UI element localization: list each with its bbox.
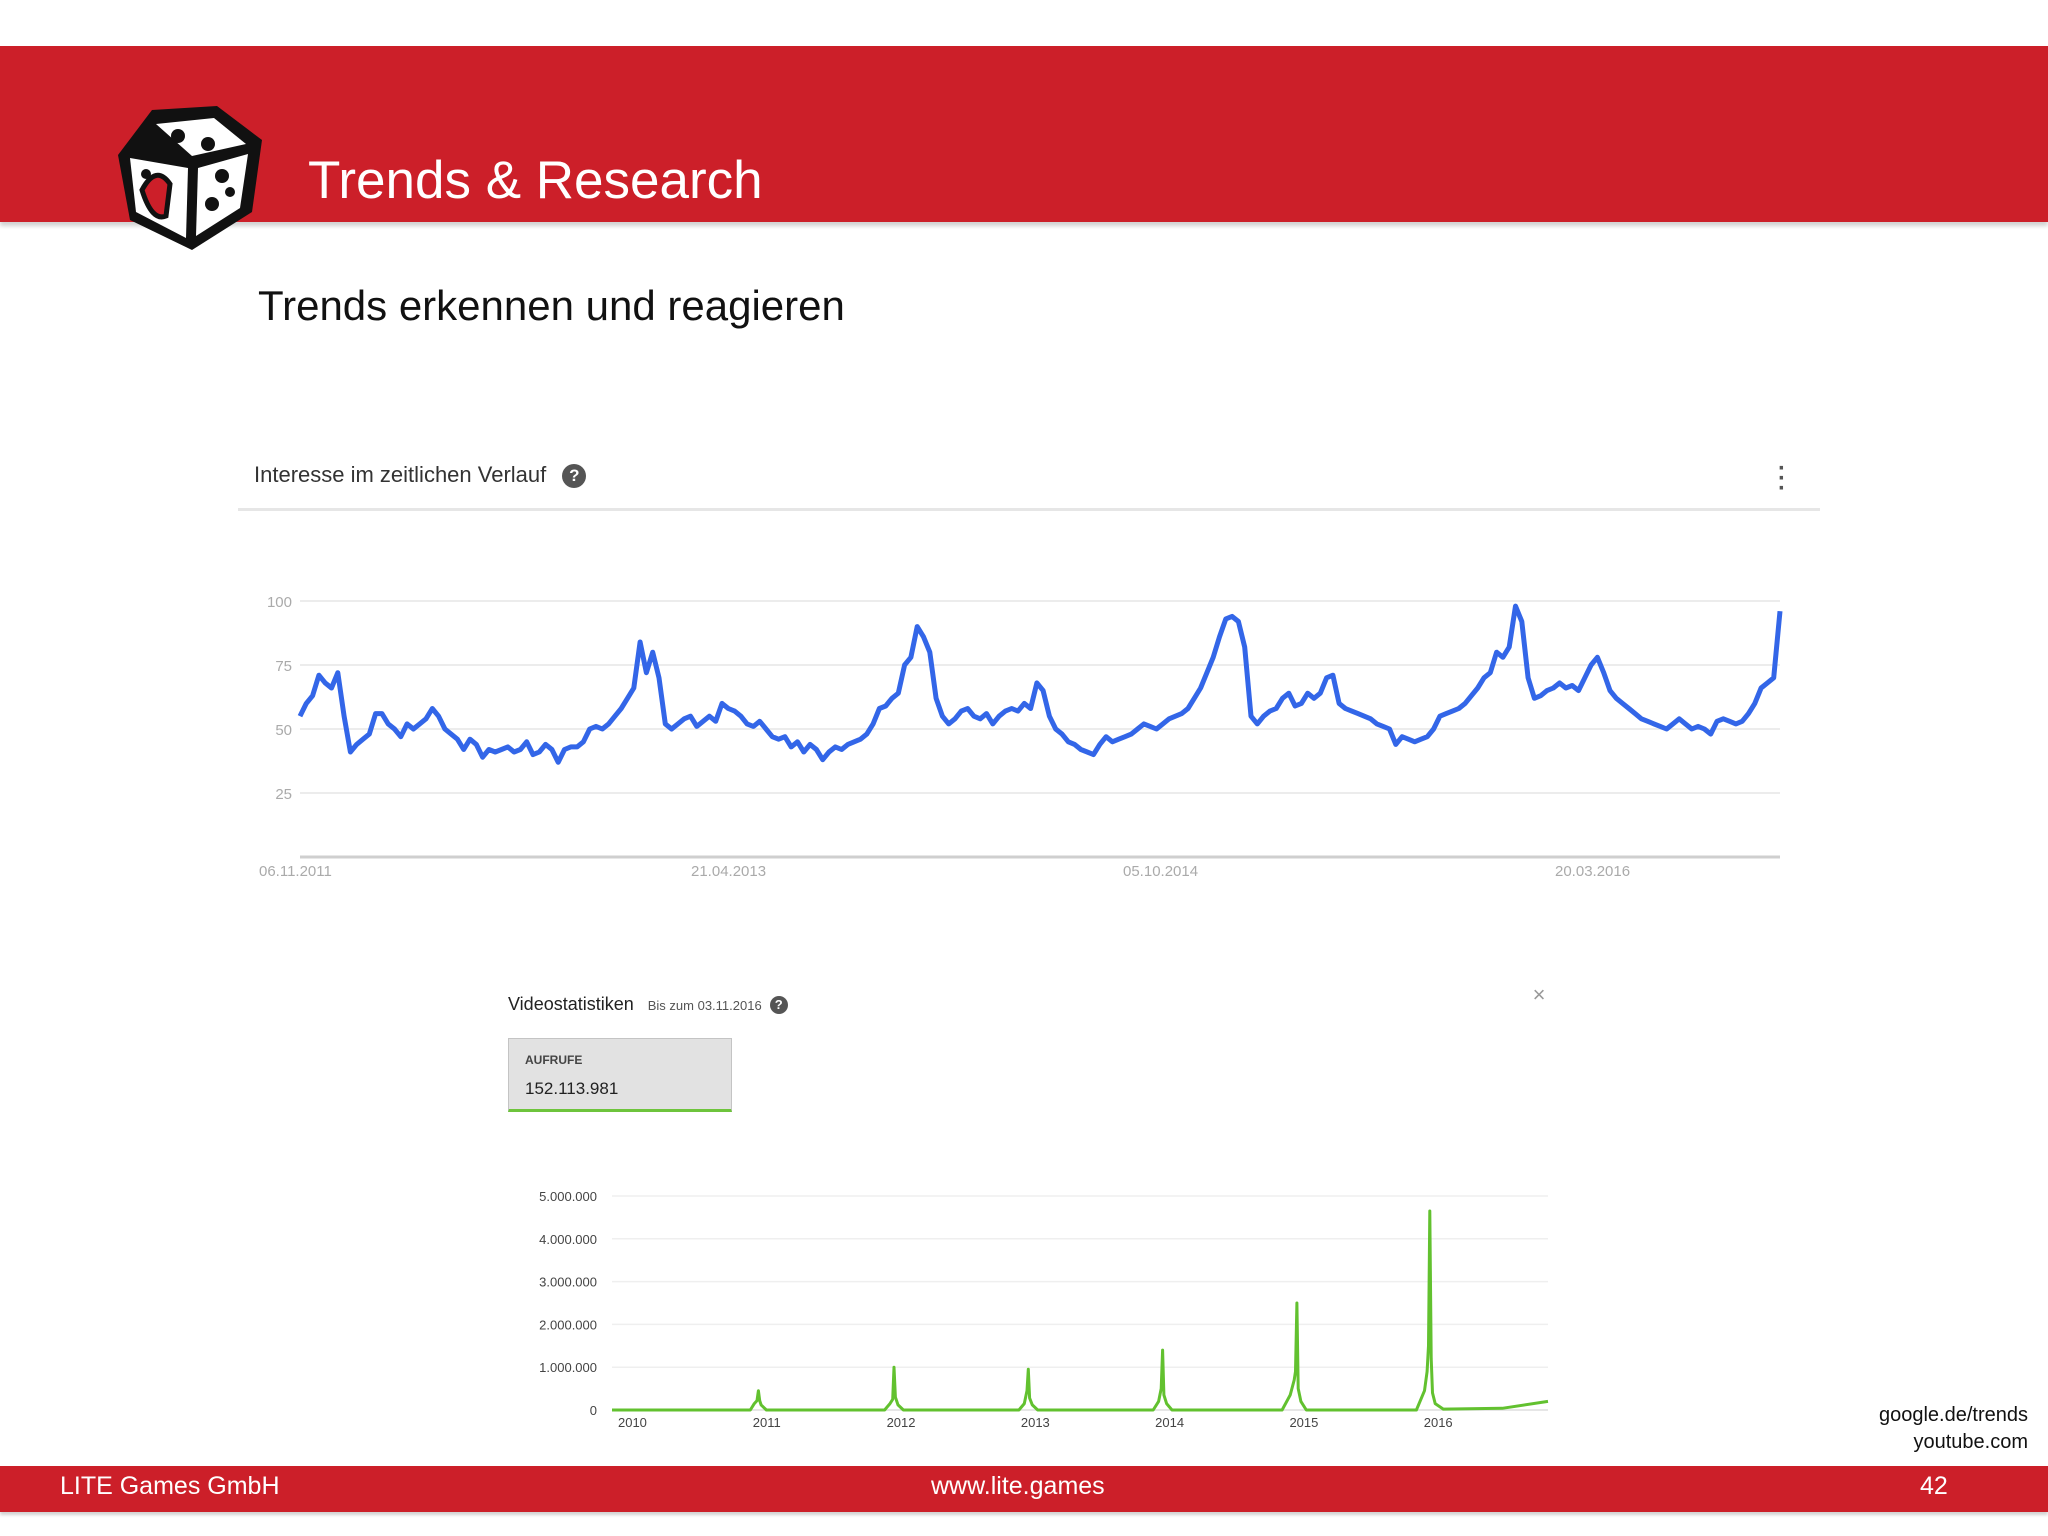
help-icon[interactable]: ? [769, 996, 788, 1015]
source-credits: google.de/trends youtube.com [1879, 1402, 2028, 1456]
video-card-subtitle: Bis zum 03.11.2016 [647, 998, 762, 1013]
footer-website: www.lite.games [931, 1472, 1105, 1500]
y-tick-label: 2.000.000 [539, 1317, 597, 1332]
views-box[interactable]: AUFRUFE 152.113.981 [508, 1038, 732, 1112]
y-tick-label: 50 [275, 722, 292, 739]
y-tick-label: 75 [275, 658, 292, 675]
source-trends: google.de/trends [1878, 1404, 2028, 1426]
page-number: 42 [1920, 1472, 1948, 1500]
x-tick-label: 06.11.2011 [259, 863, 332, 880]
y-tick-label: 1.000.000 [539, 1360, 597, 1375]
slide-subtitle: Trends erkennen und reagieren [258, 282, 845, 329]
video-card-header: Videostatistiken Bis zum 03.11.2016? [508, 994, 788, 1015]
footer-company: LITE Games GmbH [60, 1472, 280, 1500]
y-tick-label: 25 [275, 786, 292, 803]
y-tick-label: 4.000.000 [539, 1232, 597, 1247]
help-icon[interactable]: ? [562, 464, 587, 489]
close-icon[interactable]: × [1532, 982, 1546, 1007]
trends-series-line [297, 603, 1783, 765]
x-tick-label: 2014 [1155, 1415, 1184, 1430]
header-bar: Trends & Research [0, 46, 2048, 250]
page-title: Trends & Research [308, 151, 763, 210]
y-tick-label: 0 [590, 1403, 597, 1418]
x-tick-label: 21.04.2013 [691, 863, 766, 880]
x-tick-label: 2013 [1021, 1415, 1050, 1430]
x-tick-label: 20.03.2016 [1555, 863, 1630, 880]
y-tick-label: 5.000.000 [539, 1189, 597, 1204]
x-tick-label: 2016 [1424, 1415, 1453, 1430]
trends-card-header: Interesse im zeitlichen Verlauf? [254, 462, 587, 489]
views-series-line [612, 1209, 1549, 1412]
video-card-title: Videostatistiken [508, 994, 634, 1014]
x-tick-label: 05.10.2014 [1123, 863, 1198, 880]
source-youtube: youtube.com [1913, 1431, 2028, 1453]
dice-logo [118, 106, 262, 250]
footer-bar: LITE Games GmbH www.lite.games 42 [0, 1466, 2048, 1512]
more-vertical-icon[interactable]: · · · [1778, 455, 1786, 502]
x-tick-label: 2010 [618, 1415, 647, 1430]
x-tick-label: 2012 [887, 1415, 916, 1430]
y-tick-label: 3.000.000 [539, 1275, 597, 1290]
trends-card-title: Interesse im zeitlichen Verlauf [254, 462, 547, 487]
x-tick-label: 2011 [753, 1415, 781, 1430]
divider [238, 508, 1820, 511]
views-value: 152.113.981 [525, 1079, 619, 1098]
y-tick-label: 100 [267, 594, 292, 611]
views-label: AUFRUFE [525, 1053, 583, 1067]
x-tick-label: 2015 [1289, 1415, 1318, 1430]
